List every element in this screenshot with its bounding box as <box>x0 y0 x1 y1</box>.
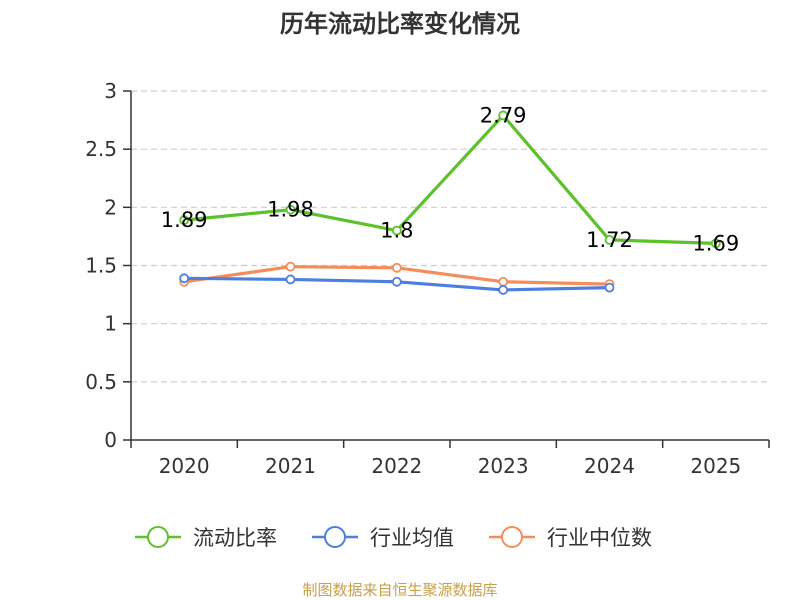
source-note: 制图数据来自恒生聚源数据库 <box>302 581 497 599</box>
chart-title: 历年流动比率变化情况 <box>280 10 520 38</box>
data-label: 1.69 <box>692 231 739 255</box>
data-label: 1.89 <box>161 208 208 232</box>
data-label: 1.72 <box>586 228 633 252</box>
data-point[interactable] <box>285 274 296 285</box>
legend-label: 行业中位数 <box>547 526 652 550</box>
data-point[interactable] <box>179 273 190 284</box>
x-tick-label: 2022 <box>371 454 422 478</box>
legend-label: 流动比率 <box>193 526 277 550</box>
legend-label: 行业均值 <box>370 526 454 550</box>
y-tick-label: 2.5 <box>85 137 117 161</box>
legend-marker <box>147 526 169 548</box>
legend[interactable]: 流动比率 行业均值 行业中位数 <box>135 526 652 550</box>
y-tick-label: 0 <box>104 428 117 452</box>
series-layer <box>179 110 721 295</box>
legend-marker <box>324 526 346 548</box>
x-tick-label: 2021 <box>265 454 316 478</box>
data-point[interactable] <box>391 262 402 273</box>
legend-marker <box>501 526 523 548</box>
y-tick-label: 1 <box>104 312 117 336</box>
legend-item[interactable]: 行业均值 <box>312 526 454 550</box>
y-tick-label: 1.5 <box>85 254 117 278</box>
y-tick-label: 2 <box>104 195 117 219</box>
legend-item[interactable]: 流动比率 <box>135 526 277 550</box>
legend-item[interactable]: 行业中位数 <box>489 526 652 550</box>
x-tick-label: 2020 <box>159 454 210 478</box>
data-point[interactable] <box>285 261 296 272</box>
data-label: 1.98 <box>267 198 314 222</box>
x-tick-label: 2025 <box>690 454 741 478</box>
data-label: 1.8 <box>380 219 413 243</box>
series-line <box>184 113 716 245</box>
y-tick-label: 0.5 <box>85 370 117 394</box>
data-point[interactable] <box>391 225 402 236</box>
data-point[interactable] <box>391 276 402 287</box>
data-point[interactable] <box>604 282 615 293</box>
data-point[interactable] <box>710 238 721 249</box>
gridlines <box>131 90 769 383</box>
data-labels: 1.89 1.98 1.8 2.79 1.72 1.69 <box>161 103 739 255</box>
axes: 0 0.5 1 1.5 2 2.5 3 2020 2021 2022 2023 2024 2025 <box>85 79 770 478</box>
data-label: 2.79 <box>480 103 527 127</box>
data-point[interactable] <box>498 276 509 287</box>
x-tick-label: 2023 <box>478 454 529 478</box>
data-point[interactable] <box>604 235 615 245</box>
data-point[interactable] <box>498 285 509 295</box>
data-point[interactable] <box>179 215 190 226</box>
data-point[interactable] <box>285 204 296 215</box>
data-point[interactable] <box>498 110 509 121</box>
y-tick-label: 3 <box>104 79 117 103</box>
x-tick-label: 2024 <box>584 454 635 478</box>
